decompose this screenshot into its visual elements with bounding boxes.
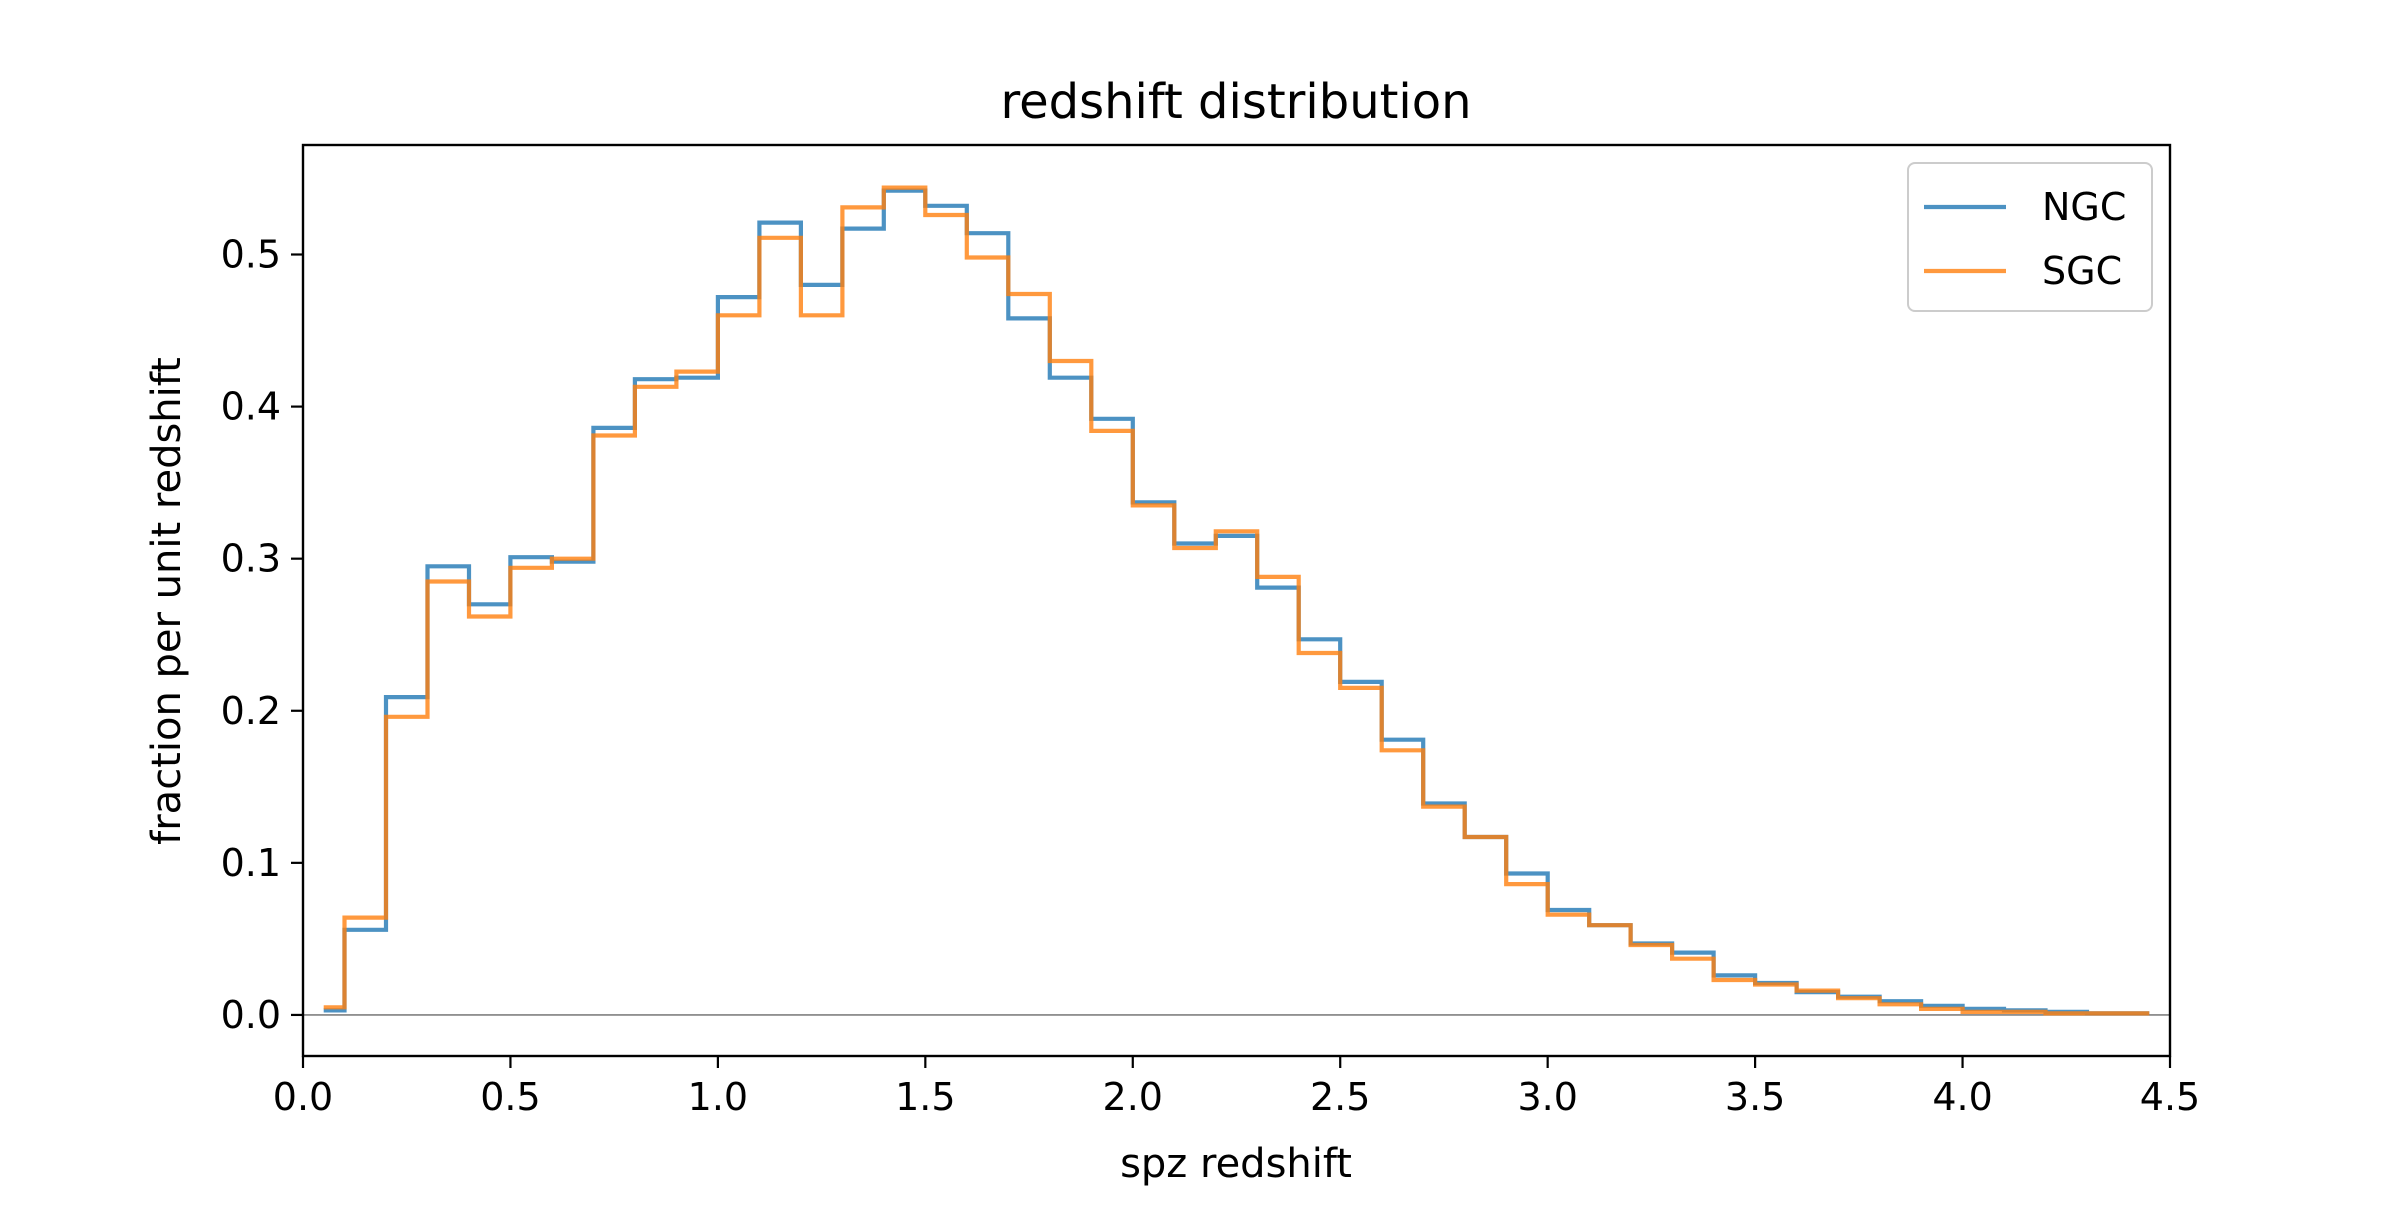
y-tick-label: 0.1 <box>221 841 281 885</box>
x-tick-label: 2.5 <box>1310 1075 1370 1119</box>
legend-label-ngc: NGC <box>2042 185 2126 229</box>
x-tick-label: 4.0 <box>1932 1075 1992 1119</box>
x-tick-label: 4.5 <box>2140 1075 2200 1119</box>
x-tick-label: 0.0 <box>273 1075 333 1119</box>
x-axis-label: spz redshift <box>1120 1141 1352 1187</box>
x-tick-label: 0.5 <box>480 1075 540 1119</box>
plot-area: 0.0 0.5 1.0 1.5 2.0 2.5 3.0 3.5 4.0 4.5 0.0 0.1 0.2 0… <box>221 143 2200 1119</box>
plot-frame <box>301 143 2172 1058</box>
y-axis-label: fraction per unit redshift <box>144 357 190 845</box>
series-line-sgc <box>323 185 2150 1016</box>
x-tick-label: 3.5 <box>1725 1075 1785 1119</box>
y-tick-label: 0.5 <box>221 233 281 277</box>
y-tick-label: 0.4 <box>221 385 281 429</box>
y-tick-label: 0.3 <box>221 537 281 581</box>
legend-box <box>1907 162 2153 312</box>
x-tick-label: 1.5 <box>895 1075 955 1119</box>
series-line-ngc <box>323 188 2150 1016</box>
y-tick-label: 0.2 <box>221 689 281 733</box>
legend: NGC SGC <box>1907 162 2153 312</box>
legend-label-sgc: SGC <box>2042 249 2122 293</box>
chart-title: redshift distribution <box>1000 74 1471 130</box>
x-tick-label: 3.0 <box>1517 1075 1577 1119</box>
y-tick-label: 0.0 <box>221 993 281 1037</box>
x-tick-label: 1.0 <box>688 1075 748 1119</box>
x-tick-label: 2.0 <box>1103 1075 1163 1119</box>
